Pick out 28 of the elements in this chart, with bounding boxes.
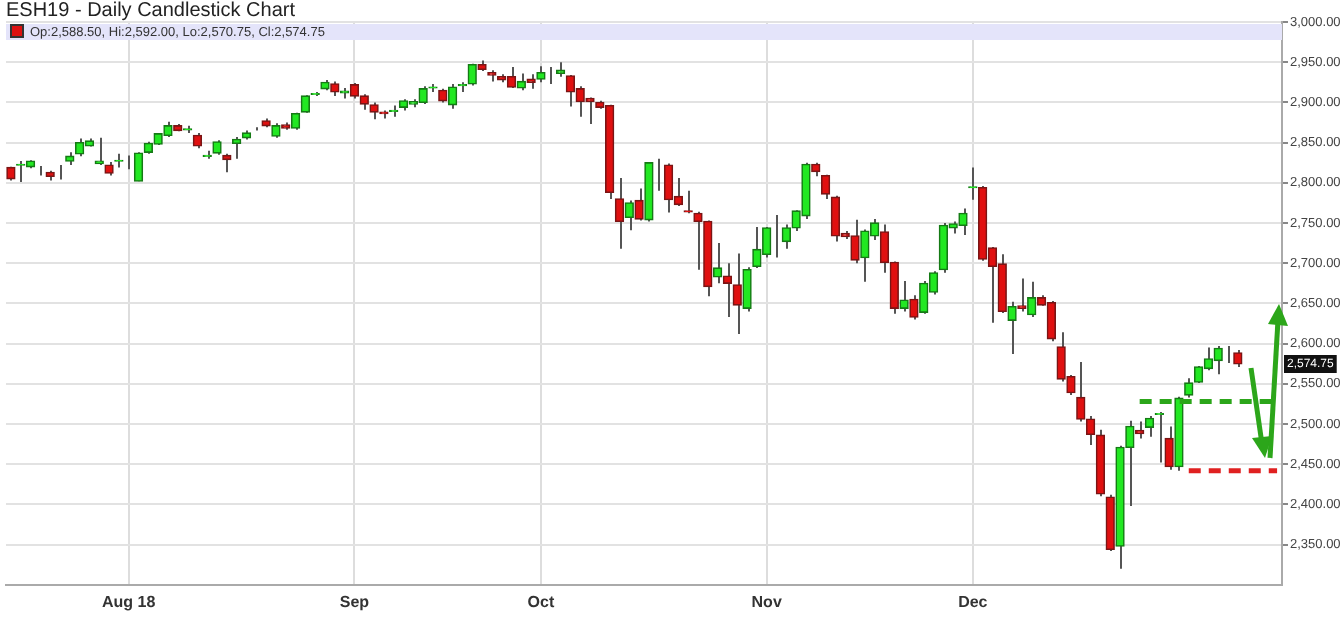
candlestick bbox=[1007, 300, 1017, 356]
candlestick bbox=[624, 199, 634, 232]
candlestick bbox=[1027, 280, 1037, 319]
candlestick bbox=[1076, 361, 1086, 423]
chart-title: ESH19 - Daily Candlestick Chart bbox=[6, 0, 295, 22]
candlestick bbox=[1144, 414, 1155, 438]
candlestick bbox=[634, 187, 644, 222]
candlestick bbox=[909, 294, 919, 321]
candlestick bbox=[565, 74, 576, 108]
x-tick-label: Nov bbox=[751, 592, 783, 611]
candlestick bbox=[232, 135, 242, 160]
candlestick bbox=[447, 82, 458, 110]
x-tick-label: Dec bbox=[958, 592, 989, 611]
candlestick bbox=[614, 176, 625, 250]
candlestick bbox=[1154, 410, 1164, 464]
candlestick bbox=[781, 223, 791, 250]
candlestick bbox=[732, 252, 742, 335]
candlestick bbox=[712, 242, 723, 285]
candlestick bbox=[1184, 377, 1194, 399]
candlestick bbox=[1017, 277, 1027, 313]
x-tick-label: Oct bbox=[527, 592, 555, 611]
candlestick bbox=[1085, 414, 1096, 446]
x-tick-label: Aug 18 bbox=[102, 592, 157, 611]
x-tick-label: Sep bbox=[339, 592, 370, 611]
candlestick bbox=[899, 279, 909, 313]
candlestick bbox=[222, 152, 232, 174]
candlestick bbox=[938, 222, 949, 274]
candlestick bbox=[830, 194, 841, 243]
